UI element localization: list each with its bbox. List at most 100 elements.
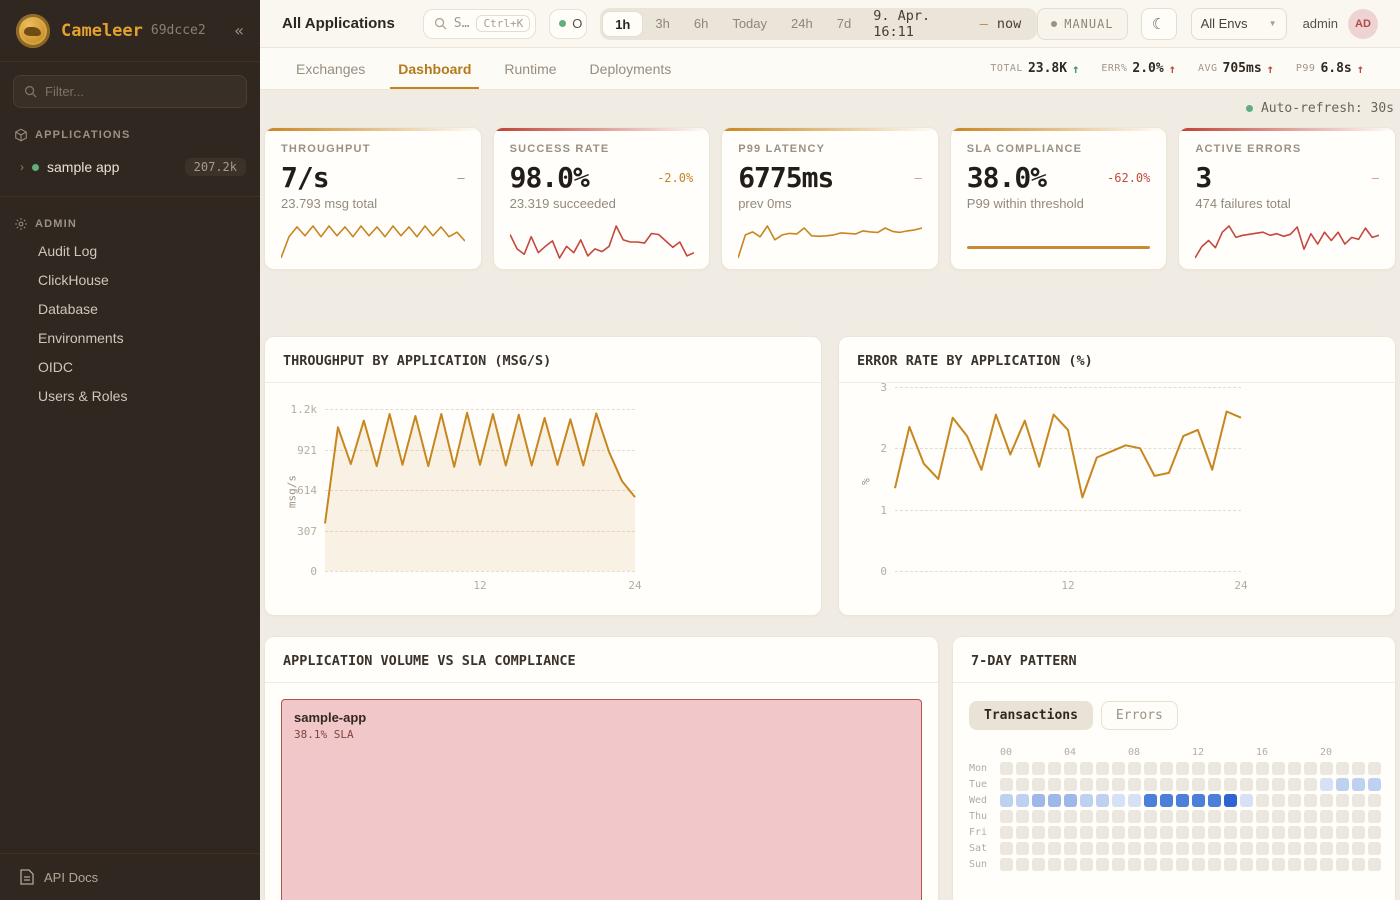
sidebar-admin-item[interactable]: Users & Roles [38, 388, 128, 404]
time-range-button[interactable]: 24h [791, 15, 813, 31]
time-range-button[interactable]: 1h [602, 10, 644, 37]
pattern-tab[interactable]: Errors [1100, 701, 1178, 730]
y-tick-label: 1 [880, 503, 887, 517]
kpi-value: 7/s [281, 161, 330, 194]
heatmap-hour-label [1176, 746, 1189, 759]
accent-bar [722, 128, 938, 131]
heatmap-cell [1000, 794, 1013, 807]
heatmap-hour-label [1048, 746, 1061, 759]
sidebar-admin-item[interactable]: OIDC [38, 359, 73, 375]
sidebar-item-sample-app[interactable]: › sample app 207.2k [0, 150, 260, 184]
heatmap-cell [1000, 778, 1013, 791]
sidebar-admin-item[interactable]: ClickHouse [38, 272, 109, 288]
trend-arrow-icon: ↑ [1168, 61, 1176, 76]
sidebar-admin-item[interactable]: Audit Log [38, 243, 98, 259]
error-rate-chart: % 3 2 1 0 12 24 [839, 381, 1395, 615]
manual-label: MANUAL [1064, 16, 1114, 31]
heatmap-cell [1240, 842, 1253, 855]
heatmap-cell [1000, 858, 1013, 871]
heatmap-cell [1208, 794, 1221, 807]
time-range-button[interactable]: 3h [655, 15, 670, 31]
app-count-badge: 207.2k [184, 158, 246, 176]
heatmap-hour-label [1032, 746, 1045, 759]
online-status-pill[interactable]: O [549, 8, 588, 39]
heatmap-cell [1048, 762, 1061, 775]
heatmap-cell [1272, 826, 1285, 839]
heatmap-cell [1112, 794, 1125, 807]
heatmap-cell [1368, 826, 1381, 839]
dark-mode-toggle[interactable]: ☾ [1140, 7, 1177, 40]
heatmap-cell [1032, 858, 1045, 871]
time-range-button[interactable]: 6h [693, 15, 709, 31]
tab[interactable]: Dashboard [390, 48, 480, 89]
pattern-tab[interactable]: Transactions [969, 701, 1093, 730]
brand-version: 69dcce2 [150, 23, 206, 38]
tab[interactable]: Exchanges [296, 60, 366, 77]
tab[interactable]: Deployments [589, 60, 672, 77]
y-tick-label: 0 [310, 565, 317, 578]
date-range[interactable]: 9. Apr. 16:11 – now [863, 8, 1035, 40]
heatmap-cell [1224, 810, 1237, 823]
applications-section-header: APPLICATIONS [0, 128, 260, 142]
heatmap-cell [1240, 762, 1253, 775]
sidebar-admin-item[interactable]: Environments [38, 330, 124, 346]
moon-icon: ☾ [1151, 15, 1166, 33]
heatmap-cell [1016, 778, 1029, 791]
heatmap-cell [1176, 778, 1189, 791]
heatmap-cell [1352, 794, 1365, 807]
heatmap-cell [1288, 794, 1301, 807]
heatmap-cell [1240, 810, 1253, 823]
kpi-subtext: 23.319 succeeded [509, 196, 616, 211]
heatmap-cell [1192, 794, 1205, 807]
heatmap-cell [1288, 778, 1301, 791]
global-search[interactable]: S… Ctrl+K [422, 8, 537, 39]
heatmap-cell [1112, 778, 1125, 791]
heatmap-cell [1048, 842, 1061, 855]
stat-item: ERR% 2.0% ↑ [1101, 61, 1176, 76]
trend-arrow-icon: ↑ [1356, 61, 1364, 76]
avatar[interactable]: AD [1348, 8, 1378, 39]
tabs: Exchanges Dashboard Runtime Deployments [296, 48, 671, 89]
heatmap-cell [1224, 842, 1237, 855]
time-range-button[interactable]: 7d [836, 15, 852, 31]
heatmap-cell [1368, 810, 1381, 823]
error-rate-chart-card: ERROR RATE BY APPLICATION (%) % 3 2 1 0 12 24 [838, 336, 1396, 616]
heatmap-cell [1016, 794, 1029, 807]
sidebar-collapse-button[interactable]: « [234, 21, 244, 40]
manual-mode-button[interactable]: MANUAL [1037, 7, 1128, 40]
chevron-right-icon: › [20, 160, 24, 174]
heatmap-cell [1320, 842, 1333, 855]
heatmap-cell [1032, 826, 1045, 839]
heatmap-cell [1304, 810, 1317, 823]
heatmap-hour-label: 12 [1192, 747, 1205, 758]
heatmap-day-label: Sat [969, 843, 988, 854]
heatmap-cell [1192, 762, 1205, 775]
top-bar: All Applications S… Ctrl+K O 1h 3h 6h [260, 0, 1400, 48]
heatmap-cell [1288, 762, 1301, 775]
kpi-value: 6775ms [738, 161, 834, 194]
heatmap-cell [1336, 778, 1349, 791]
heatmap-cell [1112, 810, 1125, 823]
treemap-node-name: sample-app [294, 710, 367, 725]
heatmap-cell [1000, 826, 1013, 839]
api-docs-link[interactable]: API Docs [44, 869, 99, 885]
main-area: All Applications S… Ctrl+K O 1h 3h 6h [260, 0, 1400, 900]
heatmap-cell [1256, 826, 1269, 839]
heatmap-cell [1016, 762, 1029, 775]
sidebar-admin-item[interactable]: Database [38, 301, 98, 317]
tab[interactable]: Runtime [504, 60, 557, 77]
treemap-node-sample-app[interactable]: sample-app 38.1% SLA [281, 699, 922, 900]
heatmap-cell [1288, 842, 1301, 855]
pattern-title: 7-DAY PATTERN [953, 637, 1395, 683]
environment-select[interactable]: All Envs ▼ [1190, 7, 1287, 40]
sidebar-filter[interactable] [13, 75, 247, 108]
heatmap-cell [1368, 858, 1381, 871]
heatmap-cell [1128, 778, 1141, 791]
heatmap-cell [1320, 794, 1333, 807]
heatmap-cell [1352, 858, 1365, 871]
time-range-button[interactable]: Today [732, 15, 768, 31]
filter-input[interactable] [45, 84, 236, 99]
x-tick-label: 24 [1234, 579, 1248, 592]
sparkline [280, 223, 466, 261]
online-status-label: O [572, 16, 583, 31]
